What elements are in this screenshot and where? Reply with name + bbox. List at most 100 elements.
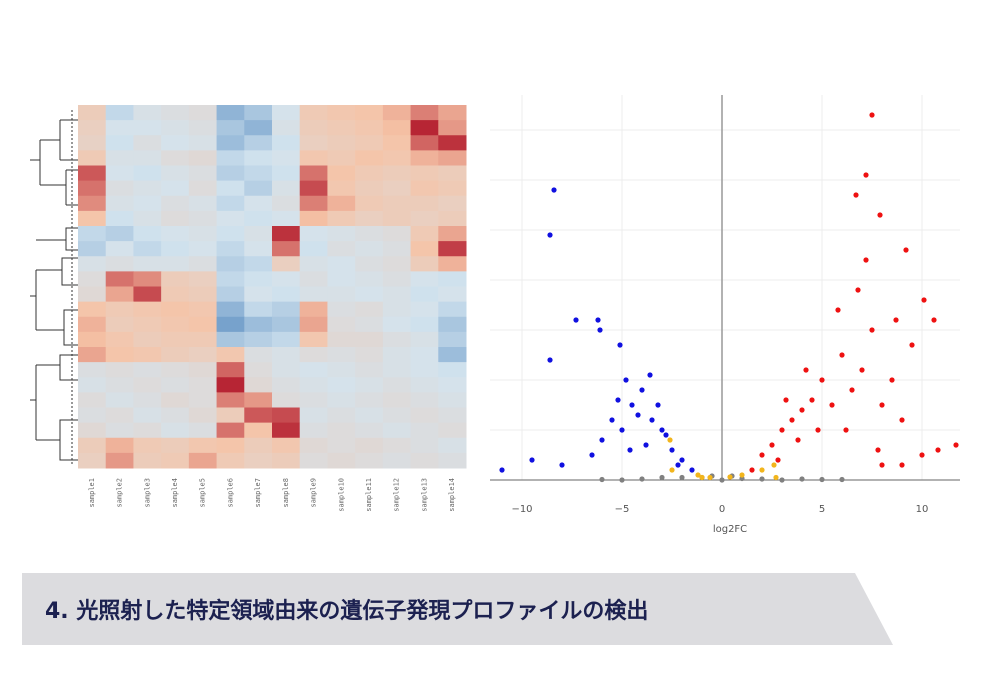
heat-cell xyxy=(78,271,107,287)
point xyxy=(863,172,869,178)
heat-cell xyxy=(105,241,134,257)
point xyxy=(659,427,665,433)
heat-cell xyxy=(327,135,356,151)
heat-cell xyxy=(133,286,162,303)
heat-cell xyxy=(272,195,301,212)
heat-cell xyxy=(382,180,412,197)
heat-cell xyxy=(133,301,162,318)
heat-cell xyxy=(272,392,301,408)
heat-cell xyxy=(410,347,439,363)
heat-cell xyxy=(299,241,328,257)
heat-cell xyxy=(327,377,356,393)
heat-cell xyxy=(216,135,245,151)
heat-cell xyxy=(133,135,162,151)
heat-cell xyxy=(78,407,107,424)
heat-cell xyxy=(105,362,134,378)
heat-cell xyxy=(161,422,190,439)
heat-cell xyxy=(105,286,134,303)
heat-cell xyxy=(78,180,107,197)
heat-cell xyxy=(105,180,134,197)
heat-cell xyxy=(188,331,218,348)
heat-cell xyxy=(410,422,439,439)
heat-cell xyxy=(161,120,190,136)
heat-cell xyxy=(438,120,467,136)
point xyxy=(635,412,641,418)
point xyxy=(771,462,777,468)
point xyxy=(739,472,745,478)
heat-cell xyxy=(299,256,328,272)
heat-cell xyxy=(299,165,328,182)
heat-cell xyxy=(382,452,412,469)
point xyxy=(639,476,645,482)
heat-cell xyxy=(355,377,384,393)
heat-cell xyxy=(161,301,190,318)
point xyxy=(619,427,625,433)
heat-cell xyxy=(105,331,134,348)
heat-cell xyxy=(161,165,190,182)
heat-cell xyxy=(161,150,190,166)
point xyxy=(799,476,805,482)
sample-label: sample6 xyxy=(226,478,234,508)
heat-cell xyxy=(327,316,356,333)
heat-cell xyxy=(133,362,162,378)
heat-cell xyxy=(327,422,356,439)
heat-cell xyxy=(382,422,412,439)
heat-cell xyxy=(244,452,273,469)
heat-cell xyxy=(438,105,467,121)
heat-cell xyxy=(410,195,439,212)
heat-cell xyxy=(105,437,134,454)
sample-label: sample10 xyxy=(337,478,345,512)
heat-cell xyxy=(216,316,245,333)
heat-cell xyxy=(216,120,245,136)
heat-cell xyxy=(78,210,107,227)
heat-cell xyxy=(216,256,245,272)
heat-cell xyxy=(355,210,384,227)
sample-label: sample12 xyxy=(393,478,401,512)
point xyxy=(819,377,825,383)
heat-cell xyxy=(272,105,301,121)
point xyxy=(783,397,789,403)
heat-cell xyxy=(410,241,439,257)
point xyxy=(909,342,915,348)
heat-cell xyxy=(410,392,439,408)
heat-cell xyxy=(299,452,328,469)
heat-cell xyxy=(272,347,301,363)
x-axis-label: log2FC xyxy=(713,524,747,535)
point xyxy=(935,447,941,453)
sample-label: sample1 xyxy=(88,478,96,508)
heat-cell xyxy=(133,377,162,393)
heat-cell xyxy=(299,422,328,439)
point xyxy=(615,397,621,403)
heat-cell xyxy=(216,105,245,121)
heat-cell xyxy=(216,180,245,197)
point xyxy=(559,462,565,468)
point xyxy=(655,402,661,408)
point xyxy=(629,402,635,408)
heat-cell xyxy=(355,165,384,182)
sample-label: sample13 xyxy=(420,478,428,512)
point xyxy=(869,112,875,118)
heat-cell xyxy=(272,210,301,227)
heat-cell xyxy=(410,271,439,287)
heat-cell xyxy=(216,362,245,378)
heat-cell xyxy=(105,105,134,121)
heat-cell xyxy=(355,437,384,454)
heat-cell xyxy=(327,241,356,257)
heat-cell xyxy=(299,316,328,333)
heat-cell xyxy=(382,150,412,166)
heat-cell xyxy=(327,407,356,424)
heat-cell xyxy=(244,180,273,197)
heat-cell xyxy=(272,377,301,393)
heat-cell xyxy=(161,195,190,212)
heat-cell xyxy=(327,301,356,318)
heat-cell xyxy=(133,241,162,257)
heat-cell xyxy=(355,452,384,469)
point xyxy=(623,377,629,383)
heat-cell xyxy=(355,241,384,257)
heat-cell xyxy=(299,331,328,348)
point xyxy=(829,402,835,408)
heat-cell xyxy=(272,422,301,439)
heat-cell xyxy=(327,347,356,363)
heat-cell xyxy=(438,165,467,182)
heat-cell xyxy=(410,165,439,182)
